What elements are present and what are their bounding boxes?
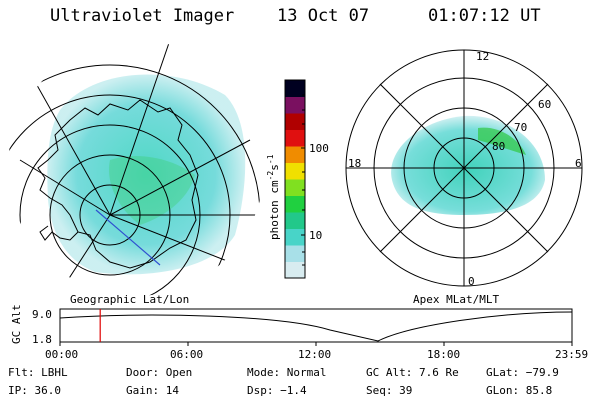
mlat-label-80: 80 — [492, 140, 505, 153]
colorbar-tick-100: 100 — [309, 142, 329, 155]
status-footer: Flt: LBHL Door: Open Mode: Normal GC Alt… — [8, 366, 559, 397]
time-label: 01:07:12 UT — [428, 6, 541, 26]
timeline-xtick-2: 12:00 — [298, 348, 331, 361]
mlat-label-60: 60 — [538, 98, 551, 111]
glon-label: GLon: 85.8 — [486, 384, 552, 397]
aurora-green-arc — [478, 127, 526, 155]
colorbar-segment — [285, 245, 305, 262]
colorbar-segment — [285, 228, 305, 246]
colorbar-segment — [285, 212, 305, 229]
aurora-emission-left — [47, 74, 246, 275]
timeline-xtick-1: 06:00 — [170, 348, 203, 361]
timeline-ytick-top: 9.0 — [32, 308, 52, 321]
colorbar-minor-ticks — [302, 94, 305, 266]
mlt-label-6: 6 — [575, 157, 582, 170]
mlat-label-70: 70 — [514, 121, 527, 134]
glat-label: GLat: −79.9 — [486, 366, 559, 379]
colorbar-frame — [284, 79, 306, 279]
colorbar — [285, 80, 305, 279]
mlt-label-12: 12 — [476, 50, 489, 63]
timeline-frame — [59, 308, 573, 343]
door-label: Door: Open — [126, 366, 192, 379]
colorbar-segment — [285, 261, 305, 279]
seq-label: Seq: 39 — [366, 384, 412, 397]
colorbar-segment — [285, 162, 305, 180]
timeline-panel: GC Alt 9.0 1.8 00:00 06:00 12:00 18:00 2… — [10, 304, 588, 361]
colorbar-unit-label: photon cm-2s-1 — [266, 154, 281, 240]
app-title: Ultraviolet Imager — [50, 6, 235, 26]
timeline-xtick-3: 18:00 — [427, 348, 460, 361]
aurora-green-band — [109, 155, 195, 225]
colorbar-segment — [285, 146, 305, 163]
colorbar-segment — [285, 129, 305, 147]
geographic-caption: Geographic Lat/Lon — [70, 293, 189, 306]
timeline-xtick-4: 23:59 — [555, 348, 588, 361]
colorbar-segment — [285, 80, 305, 97]
colorbar-segment — [285, 113, 305, 130]
peninsula-outline — [39, 225, 79, 241]
colorbar-segment — [285, 179, 305, 196]
apex-caption: Apex MLat/MLT — [413, 293, 499, 306]
timeline-ylabel: GC Alt — [10, 304, 23, 344]
gc-alt-curve — [59, 311, 573, 342]
mlt-grid — [346, 50, 582, 286]
timeline-ytick-bottom: 1.8 — [32, 333, 52, 346]
mlt-label-0: 0 — [468, 275, 475, 288]
satellite-track — [95, 209, 161, 266]
gain-label: Gain: 14 — [126, 384, 179, 397]
colorbar-segment — [285, 96, 305, 114]
mlt-label-18: 18 — [348, 157, 361, 170]
continent-outline — [37, 99, 199, 269]
colorbar-segment — [285, 195, 305, 213]
gc-alt-label: GC Alt: 7.6 Re — [366, 366, 459, 379]
filter-label: Flt: LBHL — [8, 366, 68, 379]
mode-label: Mode: Normal — [247, 366, 326, 379]
colorbar-tick-10: 10 — [309, 229, 322, 242]
date-label: 13 Oct 07 — [277, 6, 370, 26]
dsp-label: Dsp: −1.4 — [247, 384, 307, 397]
apex-map — [345, 49, 583, 287]
timeline-xtick-0: 00:00 — [45, 348, 78, 361]
ip-label: IP: 36.0 — [8, 384, 61, 397]
